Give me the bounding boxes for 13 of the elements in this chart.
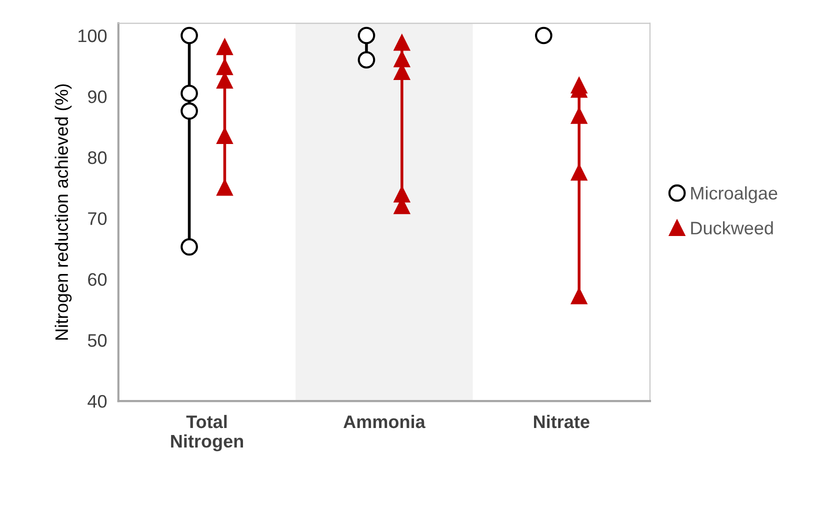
- y-tick-label: 40: [88, 394, 107, 408]
- legend-label: Duckweed: [691, 221, 773, 234]
- y-tick-label: 90: [88, 90, 107, 104]
- y-tick-label: 70: [88, 212, 107, 225]
- y-tick-label: 100: [78, 29, 107, 42]
- y-axis-title: Nitrogen reduction achieved (%): [54, 84, 72, 340]
- x-tick-label: Total Nitrogen: [171, 414, 243, 452]
- x-tick-label: Ammonia: [344, 414, 426, 428]
- y-tick-label: 80: [88, 151, 107, 164]
- legend-label: Microalgae: [691, 186, 778, 204]
- y-tick-label: 50: [88, 334, 107, 347]
- x-tick-label: Nitrate: [534, 414, 590, 428]
- y-tick-label: 60: [88, 273, 107, 286]
